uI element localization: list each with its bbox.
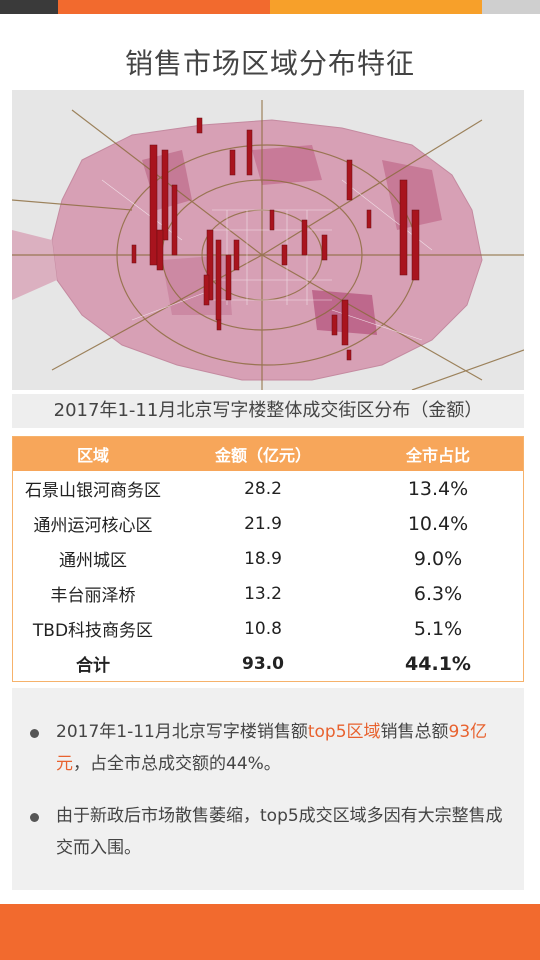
cell-amount: 10.8 bbox=[244, 618, 282, 639]
cell-share: 5.1% bbox=[413, 617, 463, 640]
note-item: 由于新政后市场散售萎缩，top5成交区域多因有大宗整售成交而入围。 bbox=[30, 800, 506, 864]
bullet-icon bbox=[30, 813, 39, 822]
table-row: 通州城区 18.9 9.0% bbox=[13, 541, 523, 576]
table-row: 通州运河核心区 21.9 10.4% bbox=[13, 506, 523, 541]
bullet-icon bbox=[30, 729, 39, 738]
header-share: 全市占比 bbox=[405, 446, 470, 465]
note-text: 由于新政后市场散售萎缩，top5成交区域多因有大宗整售成交而入围。 bbox=[56, 806, 503, 858]
note-item: 2017年1-11月北京写字楼销售额top5区域销售总额93亿元，占全市总成交额… bbox=[30, 716, 506, 780]
table-header: 区域 金额（亿元） 全市占比 bbox=[13, 437, 523, 471]
table-total-row: 合计 93.0 44.1% bbox=[13, 646, 523, 681]
cell-amount: 28.2 bbox=[244, 478, 282, 499]
table-row: 丰台丽泽桥 13.2 6.3% bbox=[13, 576, 523, 611]
cell-share: 9.0% bbox=[413, 547, 463, 570]
cell-share: 10.4% bbox=[407, 512, 469, 535]
total-label: 合计 bbox=[76, 656, 110, 676]
notes-panel: 2017年1-11月北京写字楼销售额top5区域销售总额93亿元，占全市总成交额… bbox=[12, 688, 524, 890]
bottom-color-bar bbox=[0, 904, 540, 960]
sales-table: 区域 金额（亿元） 全市占比 石景山银河商务区 28.2 13.4% 通州运河核… bbox=[12, 436, 524, 682]
table-row: 石景山银河商务区 28.2 13.4% bbox=[13, 471, 523, 506]
total-share: 44.1% bbox=[405, 652, 471, 675]
cell-area: 石景山银河商务区 bbox=[25, 481, 161, 501]
cell-share: 13.4% bbox=[407, 477, 469, 500]
total-amount: 93.0 bbox=[242, 653, 284, 674]
note-text: 2017年1-11月北京写字楼销售额top5区域销售总额93亿元，占全市总成交额… bbox=[56, 722, 488, 774]
header-amount: 金额（亿元） bbox=[214, 446, 311, 465]
cell-share: 6.3% bbox=[413, 582, 463, 605]
page-title: 销售市场区域分布特征 bbox=[124, 47, 415, 80]
cell-area: 丰台丽泽桥 bbox=[50, 586, 136, 606]
header-area: 区域 bbox=[76, 446, 109, 465]
table-row: TBD科技商务区 10.8 5.1% bbox=[13, 611, 523, 646]
map-image bbox=[12, 100, 524, 390]
highlight-amount: 93亿元 bbox=[56, 722, 488, 774]
cell-area: 通州运河核心区 bbox=[33, 516, 153, 536]
highlight-top5: top5区域 bbox=[307, 722, 381, 742]
cell-area: TBD科技商务区 bbox=[32, 621, 154, 641]
map-caption: 2017年1-11月北京写字楼整体成交街区分布（金额） bbox=[12, 394, 524, 428]
cell-amount: 21.9 bbox=[244, 513, 282, 534]
cell-area: 通州城区 bbox=[59, 551, 127, 571]
top-color-bar bbox=[0, 0, 540, 14]
beijing-district-map bbox=[12, 90, 524, 390]
cell-amount: 18.9 bbox=[244, 548, 282, 569]
cell-amount: 13.2 bbox=[244, 583, 282, 604]
